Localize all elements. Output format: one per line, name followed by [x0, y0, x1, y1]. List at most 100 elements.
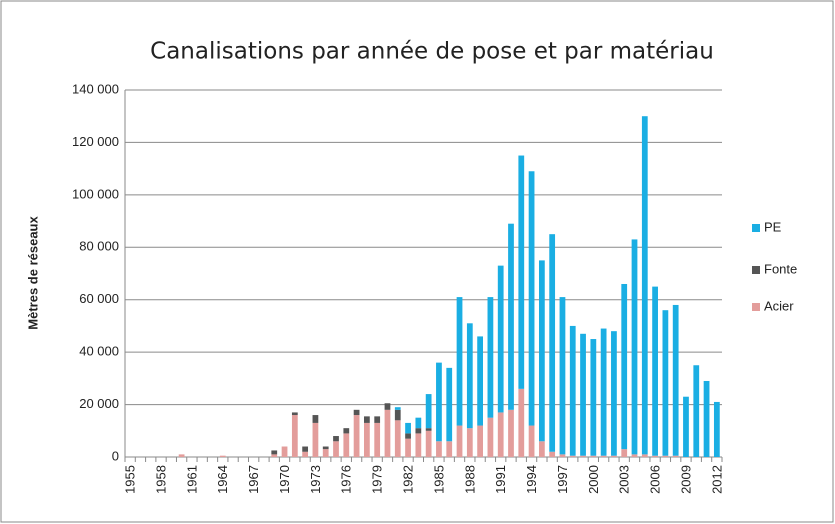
bar-segment — [302, 451, 309, 457]
bar-segment — [291, 415, 298, 457]
bar-segment — [549, 451, 556, 457]
bar-segment — [672, 304, 679, 456]
x-tick-label: 1967 — [246, 465, 261, 494]
bar-segment — [538, 260, 545, 442]
bar-segment — [528, 425, 535, 457]
bar-segment — [405, 433, 411, 439]
bar-segment — [518, 388, 525, 457]
bar-segment — [415, 428, 422, 434]
bar-segment — [662, 310, 669, 456]
bar-segment — [343, 428, 350, 434]
bar-segment — [374, 416, 381, 423]
y-tick-label: 60 000 — [79, 291, 119, 306]
bar-segment — [322, 446, 329, 450]
bar-segment — [394, 420, 401, 457]
legend-swatch — [752, 266, 760, 274]
bar-segment — [384, 403, 391, 410]
bar-segment — [559, 454, 566, 457]
bar-segment — [394, 409, 401, 421]
x-tick-label: 1979 — [370, 465, 385, 494]
bar-segment — [683, 396, 689, 457]
bar-segment — [590, 339, 597, 456]
x-tick-label: 1988 — [462, 465, 477, 494]
bar-segment — [703, 380, 710, 457]
x-tick-label: 1997 — [555, 465, 570, 494]
bar-segment — [466, 323, 473, 429]
bar-segment — [600, 455, 607, 457]
bar-segment — [405, 438, 411, 457]
bar-segment — [271, 454, 278, 457]
bar-segment — [446, 367, 453, 442]
bar-segment — [538, 441, 545, 457]
bar-segment — [353, 409, 360, 416]
bar-segment — [219, 455, 226, 457]
x-tick-label: 1985 — [431, 465, 446, 494]
bar-segment — [487, 417, 494, 457]
x-tick-label: 1964 — [215, 465, 230, 494]
bar-segment — [477, 336, 483, 426]
bar-segment — [497, 412, 504, 457]
y-axis-label: Mètres de réseaux — [25, 216, 40, 330]
x-tick-label: 1961 — [184, 465, 199, 494]
x-tick-label: 1973 — [308, 465, 323, 494]
bar-segment — [446, 441, 453, 457]
y-tick-label: 140 000 — [72, 81, 119, 96]
bar-segment — [569, 455, 576, 457]
bar-segment — [456, 425, 463, 457]
x-tick-label: 2000 — [586, 465, 601, 494]
bar-segment — [600, 328, 607, 456]
bar-segment — [271, 450, 278, 455]
bar-segment — [436, 362, 442, 442]
bar-segment — [652, 455, 658, 457]
bar-segment — [641, 454, 648, 457]
bar-segment — [672, 455, 679, 457]
bar-segment — [580, 333, 586, 456]
bar-segment — [590, 455, 597, 457]
bar-segment — [343, 433, 350, 457]
x-tick-label: 1991 — [493, 465, 508, 494]
bar-segment — [425, 430, 432, 457]
bar-segment — [477, 425, 483, 457]
bar-segment — [312, 415, 319, 423]
bar-segment — [528, 171, 535, 426]
y-tick-label: 100 000 — [72, 186, 119, 201]
bar-segment — [518, 155, 525, 389]
legend-swatch — [752, 303, 760, 311]
x-tick-label: 1955 — [123, 465, 138, 494]
bar-segment — [662, 455, 669, 457]
legend-label: Fonte — [764, 261, 797, 276]
bar-segment — [425, 428, 432, 431]
bar-segment — [631, 239, 638, 455]
bar-segment — [364, 416, 370, 423]
bar-segment — [508, 409, 514, 457]
legend-label: PE — [764, 219, 782, 234]
y-tick-label: 20 000 — [79, 396, 119, 411]
bar-segment — [178, 454, 185, 457]
bar-segment — [333, 441, 339, 457]
bar-segment — [652, 286, 658, 456]
bar-segment — [580, 455, 586, 457]
bar-segment — [569, 325, 576, 456]
x-tick-label: 1982 — [400, 465, 415, 494]
bar-segment — [281, 446, 288, 457]
bar-segment — [394, 407, 401, 410]
x-tick-label: 2012 — [709, 465, 724, 494]
x-tick-label: 1970 — [277, 465, 292, 494]
bar-segment — [497, 265, 504, 413]
bar-segment — [693, 365, 700, 457]
x-tick-label: 1976 — [339, 465, 354, 494]
bar-segment — [456, 297, 463, 426]
y-tick-label: 0 — [112, 448, 119, 463]
bar-segment — [353, 415, 360, 457]
bar-segment — [631, 454, 638, 457]
bar-segment — [621, 283, 628, 450]
chart-title: Canalisations par année de pose et par m… — [150, 39, 714, 65]
bar-segment — [436, 441, 442, 457]
bar-segment — [487, 297, 494, 418]
bar-segment — [312, 422, 319, 457]
x-tick-label: 2006 — [648, 465, 663, 494]
y-tick-label: 120 000 — [72, 134, 119, 149]
bar-segment — [641, 116, 648, 455]
x-tick-label: 1958 — [153, 465, 168, 494]
